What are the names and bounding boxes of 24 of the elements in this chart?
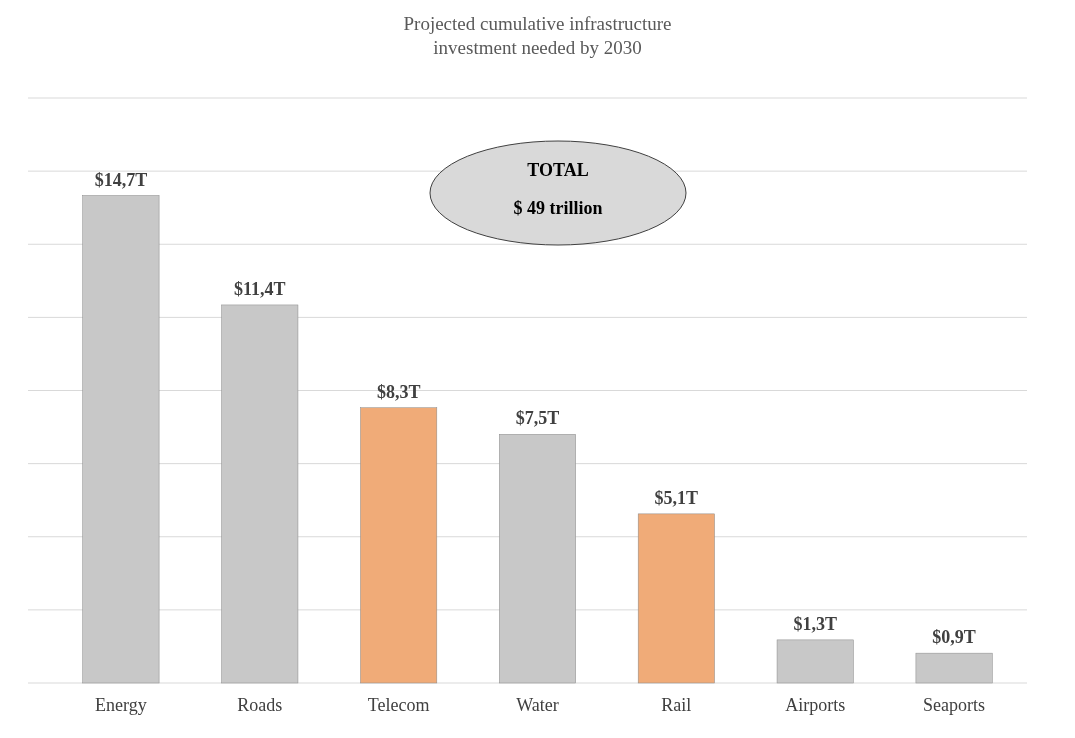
data-label: $0,9T — [932, 627, 976, 648]
bar — [776, 639, 854, 684]
bar — [82, 195, 160, 684]
data-label: $11,4T — [234, 278, 286, 299]
data-label: $14,7T — [94, 169, 148, 190]
bar — [360, 407, 438, 684]
annotation: $ 49 trillion — [513, 198, 603, 218]
data-label: $7,5T — [515, 408, 560, 429]
bar — [915, 652, 993, 684]
x-tick-label: Telecom — [367, 695, 430, 715]
bar — [221, 304, 299, 684]
x-tick-label: Energy — [95, 695, 147, 715]
data-label: $1,3T — [793, 613, 837, 634]
bar — [637, 513, 715, 684]
text: TOTAL — [527, 160, 589, 180]
data-label: $5,1T — [654, 487, 699, 508]
x-tick-label: Seaports — [923, 695, 986, 715]
x-tick-label: Water — [516, 695, 559, 715]
bar — [499, 434, 576, 684]
x-tick-label: Airports — [785, 695, 846, 715]
data-label: $8,3T — [376, 381, 421, 402]
x-tick-label: Roads — [237, 695, 283, 715]
chart-title: Projected cumulative infrastructure investment needed by 2030 — [403, 13, 672, 58]
x-tick-label: Rail — [661, 695, 692, 715]
